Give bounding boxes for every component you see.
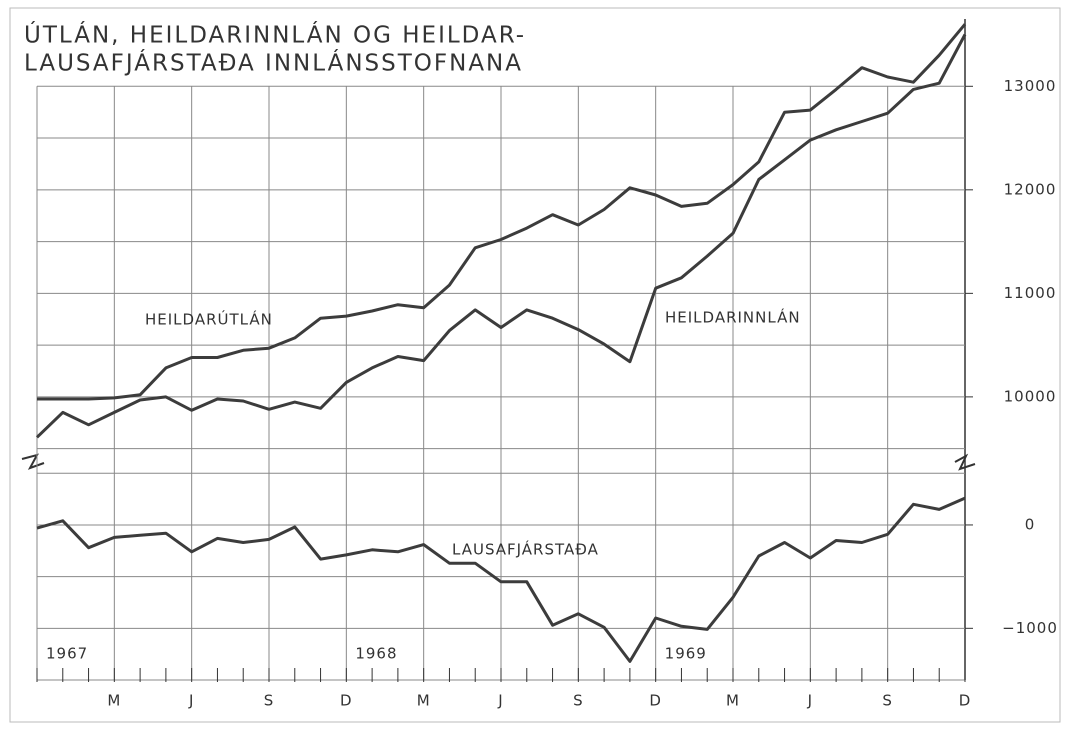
x-tick-label: M — [417, 692, 431, 710]
y-tick-label: −1000 — [1002, 619, 1058, 637]
y-tick-label: 10000 — [1004, 387, 1057, 405]
x-tick-label: D — [340, 692, 353, 710]
x-tick-label: J — [188, 692, 194, 710]
x-tick-label: S — [882, 692, 893, 710]
axis-break — [21, 453, 45, 470]
x-tick-label: S — [573, 692, 584, 710]
x-tick-label: M — [107, 692, 121, 710]
y-tick-label: 13000 — [1004, 77, 1057, 95]
frame — [9, 7, 1061, 723]
x-tick-label: D — [649, 692, 662, 710]
year-label: 1968 — [355, 645, 397, 663]
chart-title: LAUSAFJÁRSTAÐA INNLÁNSSTOFNANA — [24, 49, 523, 77]
y-tick-label: 12000 — [1004, 180, 1057, 198]
x-tick-label: S — [264, 692, 275, 710]
series-line — [36, 496, 966, 663]
year-label: 1967 — [46, 645, 88, 663]
series-label: HEILDARINNLÁN — [665, 308, 801, 327]
x-tick-label: M — [726, 692, 740, 710]
x-tick-label: D — [959, 692, 972, 710]
series-line — [35, 33, 967, 439]
chart-title: ÚTLÁN, HEILDARINNLÁN OG HEILDAR- — [24, 21, 526, 49]
y-tick-label: 0 — [1025, 515, 1036, 533]
series-label: HEILDARÚTLÁN — [145, 310, 273, 329]
x-tick-label: J — [807, 692, 813, 710]
axis-break — [954, 453, 976, 471]
series-label: LAUSAFJÁRSTAÐA — [452, 540, 599, 559]
year-label: 1969 — [665, 645, 707, 663]
y-tick-label: 11000 — [1004, 284, 1057, 302]
series-line — [37, 23, 967, 401]
x-tick-label: J — [497, 692, 503, 710]
